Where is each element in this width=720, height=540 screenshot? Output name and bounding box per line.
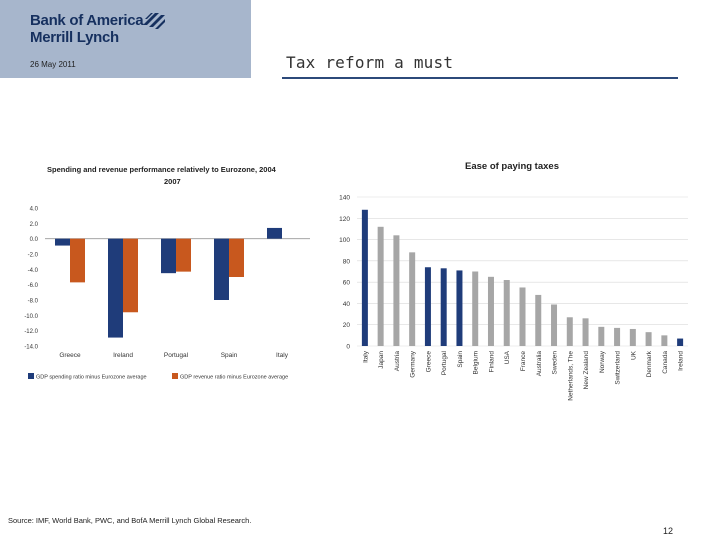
title-underline: [282, 77, 678, 79]
bar-greece-series1: [55, 238, 70, 246]
bar-norway: [598, 326, 605, 346]
bar-portugal: [440, 268, 447, 346]
legend-swatch-revenue: [172, 373, 178, 379]
bar-ireland: [677, 338, 684, 346]
bar-finland: [487, 276, 494, 346]
x-category-label: Norway: [599, 350, 606, 373]
bar-italy: [361, 209, 368, 346]
x-category-label: Belgium: [473, 351, 480, 374]
source-note: Source: IMF, World Bank, PWC, and BofA M…: [8, 516, 252, 525]
y-tick-label: -6.0: [28, 283, 39, 289]
x-category-label: Greece: [59, 352, 81, 359]
x-category-label: Italy: [362, 350, 369, 363]
y-tick-label: -12.0: [24, 329, 38, 335]
bar-new-zealand: [582, 318, 589, 346]
legend-label-spending: GDP spending ratio minus Eurozone averag…: [36, 375, 147, 381]
bar-portugal-series1: [161, 238, 176, 274]
bar-spain-series1: [214, 238, 229, 300]
logo-text-line2: Merrill Lynch: [30, 29, 119, 46]
bar-ireland-series2: [123, 238, 138, 313]
bar-spain: [456, 270, 463, 346]
y-tick-label: 120: [339, 216, 350, 223]
y-tick-label: -14.0: [24, 345, 38, 351]
x-category-label: Germany: [410, 350, 417, 377]
legend-swatch-spending: [28, 373, 34, 379]
bar-usa: [503, 280, 510, 346]
slide-title: Tax reform a must: [286, 53, 454, 72]
x-category-label: Canada: [662, 351, 669, 374]
bar-austria: [393, 235, 400, 346]
chart-title-line2: 2007: [164, 177, 181, 186]
page-number: 12: [663, 526, 674, 536]
y-tick-label: -8.0: [28, 299, 39, 305]
bar-italy-series1: [267, 227, 282, 239]
x-category-label: Japan: [378, 351, 385, 369]
bar-switzerland: [614, 327, 621, 346]
bar-spain-series2: [229, 238, 244, 277]
x-category-label: Netherlands, The: [567, 351, 574, 401]
x-category-label: Finland: [488, 351, 495, 373]
y-tick-label: 100: [339, 237, 350, 244]
bar-portugal-series2: [176, 238, 191, 272]
bar-denmark: [645, 332, 652, 346]
y-tick-label: 140: [339, 195, 350, 202]
y-tick-label: 2.0: [30, 222, 39, 228]
x-category-label: Australia: [536, 351, 543, 377]
y-tick-label: 0.0: [30, 237, 39, 243]
bar-greece-series2: [70, 238, 85, 283]
flagscape-logo-icon: [143, 13, 165, 29]
x-category-label: UK: [630, 350, 637, 360]
y-tick-label: 80: [343, 258, 351, 265]
logo-panel: Bank of America Merrill Lynch 26 May 201…: [0, 0, 251, 78]
y-tick-label: -10.0: [24, 314, 38, 320]
bar-germany: [409, 252, 416, 346]
y-tick-label: -4.0: [28, 268, 39, 274]
x-category-label: USA: [504, 350, 511, 364]
x-category-label: Ireland: [678, 351, 685, 371]
chart-title-line1: Spending and revenue performance relativ…: [47, 165, 277, 174]
logo-text-line1: Bank of America: [30, 12, 144, 29]
x-category-label: Spain: [457, 351, 464, 368]
y-tick-label: 40: [343, 301, 351, 308]
bar-greece: [424, 267, 431, 346]
x-category-label: Portugal: [441, 350, 448, 375]
chart-title: Ease of paying taxes: [465, 161, 559, 172]
bar-uk: [629, 328, 636, 346]
bar-france: [519, 287, 526, 346]
bar-sweden: [551, 304, 558, 346]
x-category-label: Greece: [425, 351, 432, 373]
ease-of-paying-taxes-chart: Ease of paying taxes 140 120 100 80 60 40 20 0 It…: [339, 161, 688, 401]
bar-japan: [377, 226, 384, 346]
x-category-label: Spain: [221, 352, 238, 359]
y-tick-label: 0: [346, 344, 350, 351]
x-category-label: Portugal: [164, 352, 189, 359]
x-category-label: Italy: [276, 352, 289, 359]
y-tick-label: 4.0: [30, 207, 39, 213]
report-date: 26 May 2011: [30, 60, 76, 69]
x-category-label: France: [520, 351, 527, 372]
x-category-label: Sweden: [552, 351, 559, 375]
x-category-label: New Zealand: [583, 351, 590, 390]
y-tick-label: 60: [343, 280, 351, 287]
bar-netherlands-the: [566, 317, 573, 346]
x-category-label: Switzerland: [615, 351, 622, 385]
x-category-label: Ireland: [113, 352, 133, 359]
spending-revenue-chart: Spending and revenue performance relativ…: [24, 165, 310, 381]
bar-belgium: [472, 271, 479, 346]
legend-label-revenue: GDP revenue ratio minus Eurozone average: [180, 375, 288, 381]
bar-canada: [661, 335, 668, 346]
x-category-label: Austria: [394, 351, 401, 372]
bar-australia: [535, 294, 542, 346]
x-category-label: Denmark: [646, 350, 653, 377]
y-tick-label: 20: [343, 322, 351, 329]
y-tick-label: -2.0: [28, 253, 39, 259]
bar-ireland-series1: [108, 238, 123, 338]
